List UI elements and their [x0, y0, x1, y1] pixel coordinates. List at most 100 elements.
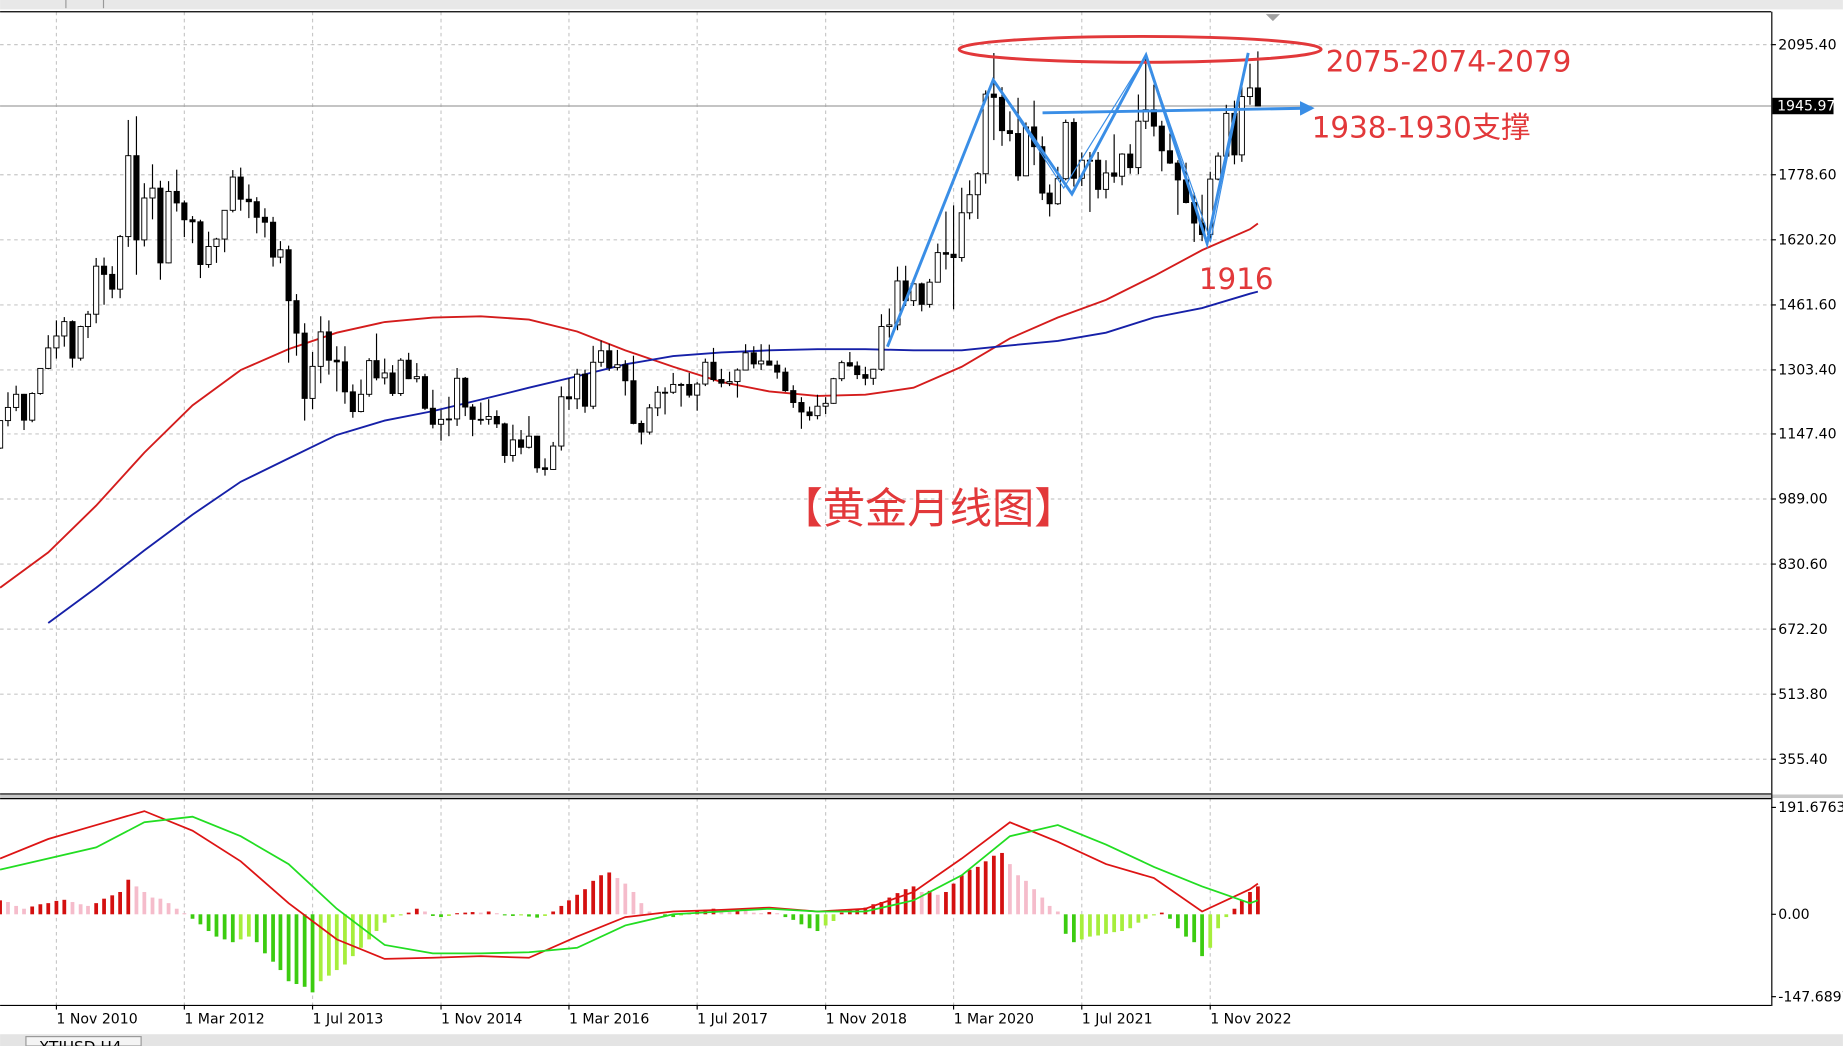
candle-body — [197, 221, 204, 265]
candle-body — [485, 416, 492, 420]
macd-bar — [559, 905, 564, 915]
x-tick-label: 1 Jul 2013 — [313, 1012, 384, 1028]
macd-bar — [382, 914, 387, 923]
macd-bar — [238, 914, 243, 940]
macd-bar — [390, 914, 395, 918]
macd-bar — [1200, 914, 1204, 957]
candle-body — [349, 391, 356, 413]
candle-body — [1022, 126, 1030, 177]
candle-body — [4, 406, 12, 422]
macd-bar — [263, 914, 267, 954]
macd-bar — [1000, 852, 1004, 915]
candle-body — [606, 350, 613, 369]
macd-bar — [398, 914, 403, 916]
macd-bar — [1232, 908, 1237, 915]
last-price-box — [1772, 97, 1834, 115]
candle-body — [1254, 87, 1261, 107]
candle-body — [1111, 172, 1118, 177]
macd-bar — [38, 904, 43, 915]
candle-body — [1215, 155, 1222, 180]
candle-body — [1006, 130, 1013, 134]
candle-body — [982, 93, 989, 175]
candle-body — [61, 321, 68, 337]
resistance-ellipse — [957, 34, 1323, 64]
candle-body — [509, 439, 516, 456]
macd-bar — [190, 914, 195, 919]
macd-bar — [975, 866, 980, 915]
y-tick-label: 1147.40 — [1778, 427, 1836, 443]
tab[interactable] — [25, 1036, 142, 1046]
wave-lines — [886, 51, 1250, 348]
macd-bar — [430, 914, 435, 916]
candle-body — [149, 187, 156, 199]
candle-body — [950, 253, 957, 259]
candle-body — [53, 335, 60, 349]
candle-body — [774, 364, 781, 373]
candle-body — [1238, 96, 1245, 156]
candle-body — [846, 362, 853, 367]
macd-bar — [783, 914, 788, 918]
candle-body — [1118, 153, 1126, 177]
support-arrow — [1042, 100, 1315, 116]
macd-bar — [647, 911, 652, 915]
candle-body — [886, 324, 893, 328]
macd-bar — [478, 912, 483, 915]
bottom-strip — [0, 1034, 1843, 1046]
candle-body — [493, 416, 500, 425]
macd-bar — [1192, 914, 1197, 943]
x-tick-label: 1 Mar 2012 — [184, 1012, 264, 1028]
y-tick-label: -147.6897 — [1778, 989, 1843, 1005]
macd-bar — [1136, 914, 1141, 923]
macd-bar — [86, 905, 90, 915]
candle-body — [694, 383, 701, 396]
macd-bar — [30, 906, 35, 915]
candle-body — [934, 252, 941, 283]
candle-body — [541, 467, 549, 470]
y-tick-label: 1461.60 — [1778, 298, 1836, 314]
macd-bar — [935, 894, 940, 915]
macd-bar — [519, 914, 523, 916]
macd-bar — [767, 912, 772, 915]
candle-body — [213, 238, 220, 247]
candle-body — [854, 365, 861, 376]
candle-body — [373, 360, 380, 379]
candle-body — [293, 300, 300, 334]
macd-bar — [551, 911, 556, 915]
candle-body — [798, 402, 805, 413]
candle-body — [29, 393, 36, 421]
macd-bar — [78, 904, 83, 915]
macd-bar — [944, 891, 948, 915]
candle-body — [565, 396, 573, 400]
candle-body — [654, 391, 661, 409]
macd-bar — [110, 895, 115, 915]
macd-bar — [439, 914, 443, 918]
candle-body — [702, 361, 709, 385]
macd-bar — [591, 880, 596, 915]
x-tick-label: 1 Nov 2010 — [56, 1012, 137, 1028]
candle-body — [590, 361, 597, 407]
candle-body — [325, 331, 332, 361]
macd-bar — [1112, 914, 1117, 933]
macd-bar — [198, 914, 203, 925]
macd-bar — [583, 889, 587, 915]
macd-bar — [1224, 914, 1229, 918]
candle-body — [125, 155, 132, 238]
macd-bar — [527, 914, 531, 917]
candle-body — [405, 359, 412, 380]
candle-body — [1174, 162, 1181, 181]
candle-body — [550, 445, 557, 470]
tab-label[interactable]: XTIUSD,H4 — [39, 1038, 122, 1046]
candle-body — [830, 378, 837, 404]
candle-body — [237, 176, 244, 200]
candle-body — [646, 407, 653, 433]
candle-body — [413, 376, 420, 380]
candle-body — [622, 364, 629, 382]
candle-body — [397, 359, 404, 394]
candle-body — [173, 190, 180, 204]
macd-bar — [815, 914, 820, 932]
macd-bar — [1128, 914, 1133, 929]
candle-body — [998, 96, 1006, 132]
